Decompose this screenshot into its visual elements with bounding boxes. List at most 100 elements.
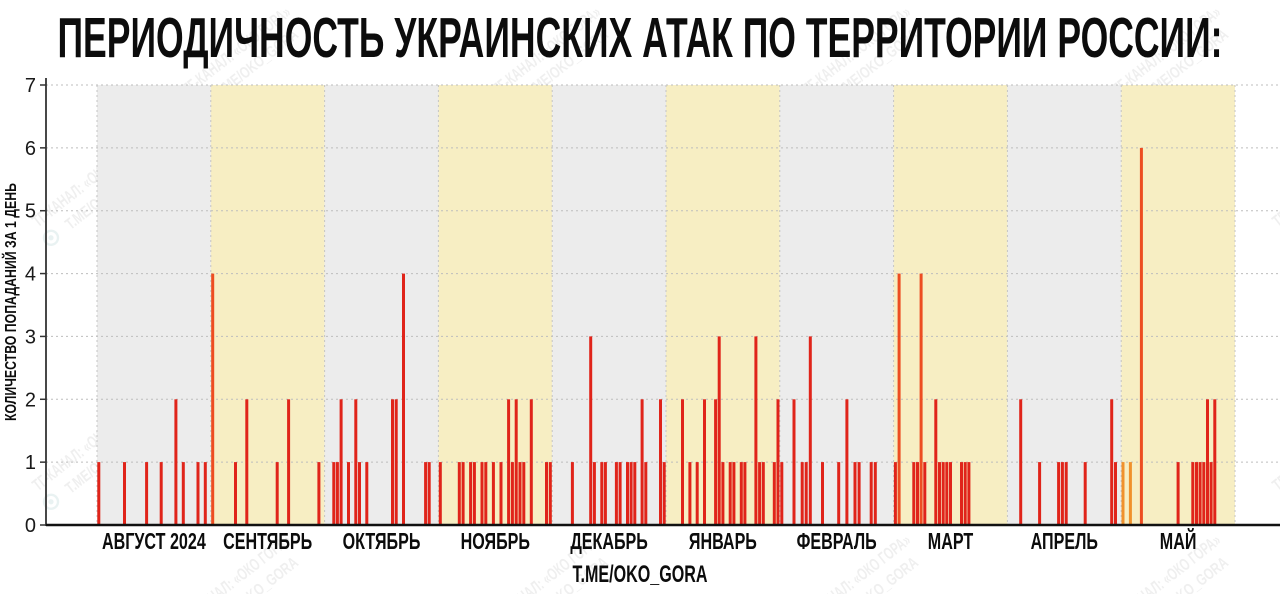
- y-tick-label: 3: [25, 326, 36, 348]
- bar: [934, 399, 938, 525]
- bar: [1213, 399, 1217, 525]
- watermark: ТГ-КАНАЛ: «ОКО ГОРА»T.ME/OKO_GORA: [1269, 399, 1280, 495]
- month-label: МАРТ: [928, 528, 973, 554]
- bar: [339, 399, 343, 525]
- bar: [681, 399, 684, 525]
- bar: [808, 336, 812, 525]
- month-label: ЯНВАРЬ: [689, 528, 757, 554]
- bar: [507, 399, 511, 525]
- y-tick-label: 1: [25, 452, 36, 474]
- bar: [800, 462, 804, 525]
- bar: [1191, 462, 1195, 525]
- bar: [916, 462, 919, 525]
- y-tick-label: 2: [25, 389, 36, 411]
- bar: [1114, 462, 1117, 525]
- bar: [365, 462, 369, 525]
- eye-icon: [48, 499, 54, 505]
- bar: [1209, 462, 1213, 525]
- bar: [275, 462, 279, 525]
- bar: [821, 462, 824, 525]
- bar: [347, 462, 350, 525]
- bar: [196, 462, 200, 525]
- bar: [1128, 462, 1132, 525]
- bar: [1176, 462, 1180, 525]
- month-band: [438, 85, 553, 525]
- month-band: [210, 85, 325, 525]
- bar: [287, 399, 291, 525]
- bar: [857, 462, 861, 525]
- month-label: АПРЕЛЬ: [1031, 528, 1098, 554]
- bar: [1110, 399, 1114, 525]
- eye-icon: [48, 235, 54, 241]
- bar: [629, 462, 633, 525]
- bar: [897, 273, 901, 525]
- bar: [472, 462, 476, 525]
- y-tick-label: 5: [25, 201, 36, 223]
- bar: [491, 462, 495, 525]
- bar: [792, 399, 796, 525]
- bar: [945, 462, 949, 525]
- month-band: [324, 85, 439, 525]
- bar: [1064, 462, 1068, 525]
- bar: [754, 336, 758, 525]
- bar: [394, 399, 398, 525]
- bar: [1057, 462, 1061, 525]
- bar: [335, 462, 339, 525]
- bar: [845, 399, 849, 525]
- month-band: [552, 85, 666, 525]
- footer-caption: T.ME/OKO_GORA: [573, 561, 708, 588]
- month-label: МАЙ: [1160, 527, 1197, 554]
- bar: [919, 273, 923, 525]
- watermark-channel-text: ТГ-КАНАЛ: «ОКО ГОРА»: [1269, 135, 1280, 231]
- y-axis-label: КОЛИЧЕСТВО ПОПАДАНИЙ ЗА 1 ДЕНЬ: [1, 183, 20, 421]
- bar: [963, 462, 967, 525]
- bar: [688, 462, 692, 525]
- bar: [614, 462, 618, 525]
- bar: [484, 462, 488, 525]
- bar: [1038, 462, 1042, 525]
- bar: [438, 462, 442, 525]
- bar: [1202, 462, 1206, 525]
- bar: [529, 399, 533, 525]
- bar: [721, 462, 725, 525]
- bar: [234, 462, 237, 525]
- bar: [853, 462, 857, 525]
- y-tick-label: 4: [25, 264, 36, 286]
- bar: [626, 462, 629, 525]
- bar: [570, 462, 574, 525]
- bar: [772, 462, 776, 525]
- bar: [633, 462, 637, 525]
- month-band: [97, 85, 211, 525]
- bar: [695, 462, 699, 525]
- bar: [1206, 399, 1209, 525]
- month-label: ДЕКАБРЬ: [570, 528, 648, 554]
- watermark-channel-text: ТГ-КАНАЛ: «ОКО ГОРА»: [1269, 399, 1280, 495]
- bar: [1139, 147, 1143, 525]
- bars: [97, 147, 1217, 525]
- bar: [960, 462, 963, 525]
- bar: [510, 462, 514, 525]
- y-tick-label: 7: [25, 75, 36, 97]
- bar: [873, 462, 877, 525]
- bar: [739, 462, 743, 525]
- bar: [728, 462, 732, 525]
- bar: [203, 462, 207, 525]
- bar: [592, 462, 596, 525]
- bar: [732, 462, 736, 525]
- bar: [967, 462, 971, 525]
- bar: [780, 462, 784, 525]
- month-label: ФЕВРАЛЬ: [797, 528, 877, 554]
- bar: [358, 462, 361, 525]
- month-band: [666, 85, 780, 525]
- bar: [159, 462, 163, 525]
- bar: [1195, 462, 1198, 525]
- bar: [662, 462, 666, 525]
- bar: [837, 462, 841, 525]
- bar: [743, 462, 747, 525]
- bar: [912, 462, 916, 525]
- bar: [522, 462, 526, 525]
- bar: [1019, 399, 1023, 525]
- month-label: СЕНТЯБРЬ: [223, 528, 312, 554]
- bar: [659, 399, 662, 525]
- bar: [893, 462, 897, 525]
